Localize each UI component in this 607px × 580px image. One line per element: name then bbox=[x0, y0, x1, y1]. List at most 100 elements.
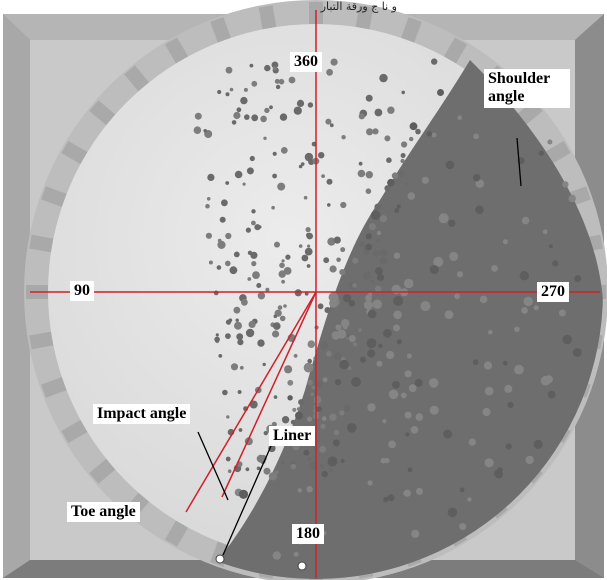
media-particle bbox=[271, 205, 275, 210]
media-particle bbox=[225, 260, 231, 267]
media-particle bbox=[247, 277, 252, 281]
liner-lifter bbox=[89, 100, 116, 126]
media-particle bbox=[304, 247, 313, 256]
media-particle bbox=[208, 260, 213, 265]
media-particle bbox=[307, 457, 312, 461]
media-particle bbox=[321, 470, 328, 478]
media-particle bbox=[240, 96, 248, 105]
media-particle bbox=[514, 326, 520, 333]
media-particle bbox=[303, 362, 314, 373]
media-particle bbox=[296, 407, 301, 411]
media-particle bbox=[391, 172, 399, 179]
media-particle bbox=[343, 404, 351, 412]
media-particle bbox=[272, 66, 277, 71]
media-particle bbox=[329, 298, 339, 308]
media-particle bbox=[416, 487, 423, 495]
media-particle bbox=[323, 257, 330, 264]
media-particle bbox=[225, 333, 231, 339]
media-particle bbox=[260, 115, 267, 123]
media-particle bbox=[459, 487, 465, 493]
media-particle bbox=[293, 354, 298, 358]
media-particle bbox=[306, 416, 313, 422]
media-particle bbox=[285, 254, 291, 260]
media-particle bbox=[426, 131, 432, 137]
media-particle bbox=[483, 361, 493, 370]
media-particle bbox=[321, 416, 327, 421]
media-particle bbox=[327, 203, 331, 207]
media-particle bbox=[348, 300, 356, 307]
media-particle bbox=[384, 457, 390, 464]
bottom-marker bbox=[297, 561, 307, 571]
media-particle bbox=[263, 430, 268, 436]
media-particle bbox=[367, 349, 376, 358]
media-particle bbox=[327, 456, 338, 467]
media-particle bbox=[335, 324, 342, 331]
liner-lifter bbox=[401, 17, 422, 43]
media-particle bbox=[238, 428, 243, 432]
media-particle bbox=[225, 92, 230, 97]
media-particle bbox=[320, 341, 329, 350]
media-particle bbox=[360, 356, 366, 363]
media-particle bbox=[393, 295, 404, 306]
media-particle bbox=[459, 523, 467, 531]
media-particle bbox=[547, 139, 553, 145]
frame-left-face bbox=[3, 14, 30, 578]
media-particle bbox=[298, 399, 305, 406]
media-particle bbox=[239, 365, 244, 370]
media-particle bbox=[243, 87, 248, 92]
media-particle bbox=[229, 266, 238, 275]
media-particle bbox=[311, 385, 316, 390]
media-particle bbox=[249, 400, 258, 409]
media-particle bbox=[408, 384, 417, 393]
angle-label-360: 360 bbox=[290, 52, 322, 73]
liner-lifter bbox=[544, 140, 571, 165]
media-particle bbox=[405, 182, 409, 186]
media-particle bbox=[320, 464, 325, 469]
media-particle bbox=[405, 432, 410, 437]
media-particle bbox=[284, 365, 293, 374]
media-particle bbox=[290, 419, 296, 425]
media-particle bbox=[443, 429, 453, 439]
media-particle bbox=[365, 171, 373, 179]
media-particle bbox=[484, 458, 494, 468]
media-particle bbox=[519, 271, 529, 281]
media-particle bbox=[305, 227, 311, 233]
media-particle bbox=[214, 336, 220, 343]
media-particle bbox=[363, 300, 373, 310]
media-particle bbox=[229, 87, 234, 92]
media-particle bbox=[329, 265, 337, 273]
media-particle bbox=[378, 343, 383, 349]
media-particle bbox=[376, 230, 382, 236]
media-particle bbox=[404, 370, 412, 378]
media-particle bbox=[326, 178, 333, 185]
media-particle bbox=[388, 389, 399, 400]
media-particle bbox=[245, 467, 250, 472]
media-particle bbox=[281, 279, 285, 284]
media-particle bbox=[237, 339, 244, 346]
media-particle bbox=[414, 378, 423, 387]
media-particle bbox=[386, 157, 392, 163]
media-particle bbox=[248, 320, 256, 328]
media-particle bbox=[372, 128, 379, 135]
media-particle bbox=[236, 107, 242, 113]
media-particle bbox=[370, 210, 381, 220]
media-particle bbox=[366, 128, 374, 136]
media-particle bbox=[247, 250, 253, 255]
media-particle bbox=[322, 377, 328, 383]
media-particle bbox=[341, 135, 346, 140]
media-particle bbox=[348, 366, 352, 370]
media-particle bbox=[538, 150, 544, 156]
media-particle bbox=[249, 63, 254, 68]
media-particle bbox=[420, 301, 431, 312]
media-particle bbox=[410, 426, 419, 434]
media-particle bbox=[562, 181, 569, 188]
media-particle bbox=[376, 238, 380, 243]
media-particle bbox=[306, 232, 311, 238]
media-particle bbox=[533, 439, 543, 449]
media-particle bbox=[272, 330, 280, 338]
media-particle bbox=[404, 411, 412, 419]
media-particle bbox=[303, 449, 310, 456]
media-particle bbox=[271, 421, 277, 427]
media-particle bbox=[281, 416, 290, 424]
media-particle bbox=[438, 213, 449, 224]
